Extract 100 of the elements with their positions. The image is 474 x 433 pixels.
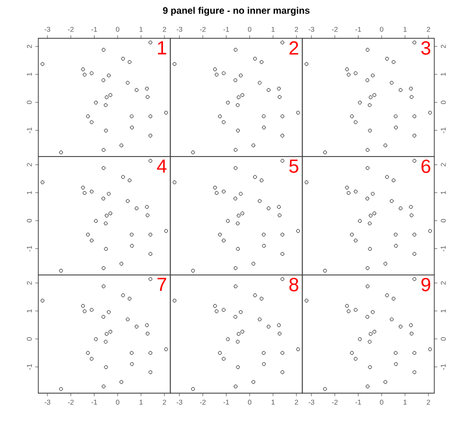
point (120, 262, 124, 266)
point (412, 252, 416, 256)
point (412, 114, 416, 118)
point (130, 114, 134, 118)
point (236, 214, 240, 218)
point (252, 262, 256, 266)
point (59, 268, 63, 273)
point (398, 324, 402, 328)
point (368, 365, 372, 370)
point (262, 126, 266, 130)
point (412, 277, 416, 281)
point (121, 175, 125, 179)
point (146, 213, 150, 218)
point (234, 48, 238, 52)
point (410, 95, 414, 99)
point (102, 196, 106, 200)
point (236, 247, 240, 251)
point (218, 232, 222, 236)
point (234, 148, 238, 152)
point (410, 332, 414, 336)
point (234, 314, 238, 319)
point (368, 214, 372, 218)
point (214, 72, 218, 76)
point (236, 340, 240, 344)
point (102, 166, 106, 170)
point (368, 332, 372, 336)
point (234, 78, 238, 82)
point (350, 114, 354, 118)
point (222, 120, 226, 124)
point (412, 351, 416, 355)
annotation: 2 (290, 41, 298, 55)
point (128, 296, 132, 301)
point (372, 330, 376, 334)
point (345, 67, 349, 72)
point (278, 332, 282, 336)
point (354, 238, 358, 242)
point (222, 308, 226, 312)
point (104, 332, 108, 336)
point (214, 309, 218, 314)
point (146, 332, 150, 336)
point (145, 323, 149, 328)
point (82, 72, 86, 76)
point (130, 351, 134, 355)
annotation: 1 (158, 41, 166, 54)
point (354, 120, 358, 124)
point (394, 351, 398, 355)
point (323, 387, 327, 391)
point (81, 67, 85, 72)
point (104, 365, 108, 370)
point (366, 48, 370, 52)
point (128, 178, 132, 182)
point (358, 100, 362, 104)
point (108, 212, 112, 216)
point (366, 166, 370, 170)
point (280, 252, 284, 256)
point (108, 93, 112, 97)
point (398, 88, 402, 92)
point (164, 229, 168, 233)
point (280, 370, 284, 374)
point (258, 318, 262, 322)
point (266, 88, 270, 92)
point (280, 114, 284, 118)
point (82, 309, 86, 314)
point (345, 304, 349, 308)
point (262, 244, 266, 248)
point (412, 40, 416, 44)
point (240, 212, 244, 216)
point (392, 178, 396, 182)
point (358, 337, 362, 342)
point (120, 380, 124, 384)
chart-title: 9 panel figure - no inner margins (162, 6, 310, 16)
annotation: 4 (156, 160, 167, 173)
point (280, 277, 284, 281)
point (191, 268, 195, 273)
point (222, 71, 226, 76)
point (280, 134, 284, 138)
point (226, 219, 230, 223)
point (238, 74, 243, 78)
point (368, 103, 372, 107)
point (385, 56, 389, 61)
point (226, 337, 230, 342)
point (90, 238, 94, 242)
point (222, 356, 226, 361)
point (412, 370, 416, 374)
point (102, 266, 106, 270)
point (262, 351, 266, 355)
point (236, 222, 240, 226)
point (428, 110, 432, 115)
point (384, 262, 388, 266)
point (82, 191, 86, 195)
point (366, 284, 370, 288)
point (409, 86, 413, 90)
point (146, 95, 150, 99)
point (86, 232, 90, 236)
point (262, 362, 266, 366)
point (126, 199, 130, 203)
point (278, 213, 282, 218)
point (102, 148, 106, 152)
annotation: 6 (422, 160, 430, 174)
point (214, 191, 218, 195)
